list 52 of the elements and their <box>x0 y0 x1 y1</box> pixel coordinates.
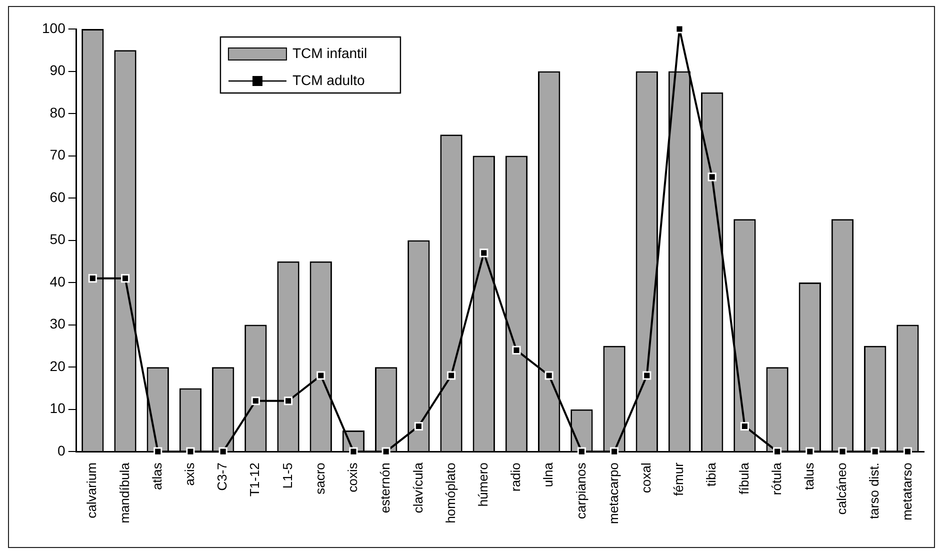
point <box>740 422 749 431</box>
x-tick-label: calvarium <box>84 462 100 518</box>
x-tick-label: fémur <box>671 462 686 496</box>
x-tick-label: húmero <box>475 462 490 507</box>
x-tick-label: calcáneo <box>834 462 850 515</box>
x-tick-label: sacro <box>312 462 328 494</box>
y-tick-label: 60 <box>50 188 66 205</box>
x-tick-label: tarso dist. <box>866 462 882 519</box>
point <box>251 396 260 406</box>
point <box>88 274 97 283</box>
x-tick-label: atlas <box>149 462 164 490</box>
y-tick-label: 70 <box>50 146 66 163</box>
point <box>708 172 716 182</box>
x-tick-label: mandíbula <box>116 462 132 524</box>
point <box>512 346 521 354</box>
y-tick-label: 20 <box>50 358 66 374</box>
point <box>284 396 293 406</box>
x-tick-label: T1-12 <box>247 462 262 497</box>
point <box>316 371 326 380</box>
point <box>642 371 652 380</box>
x-tick-label: radio <box>508 462 524 492</box>
x-tick-label: homóplato <box>442 462 458 524</box>
x-tick-label: esternón <box>378 462 393 514</box>
y-tick-label: 30 <box>50 316 66 332</box>
x-tick-label: fíbula <box>736 462 752 494</box>
x-tick-label: C3-7 <box>214 462 230 491</box>
point <box>480 248 488 258</box>
x-tick-label: L1-5 <box>280 462 295 489</box>
x-tick-label: metatarso <box>899 462 914 520</box>
legend-label: TCM adulto <box>292 72 366 88</box>
x-tick-label: clavícula <box>410 462 426 514</box>
point <box>544 371 554 380</box>
x-tick-label: metacarpo <box>606 462 621 524</box>
y-tick-label: 0 <box>58 442 66 458</box>
x-tick-label: rótula <box>768 462 784 496</box>
legend-label: TCM infantil <box>292 44 368 61</box>
x-tick-label: tibia <box>704 462 719 486</box>
y-tick-label: 100 <box>42 20 66 36</box>
x-tick-label: ulna <box>540 462 556 488</box>
x-tick-label: talus <box>801 462 816 490</box>
x-tick-label: coxis <box>345 462 360 492</box>
x-tick-label: axis <box>182 462 198 486</box>
point <box>446 371 456 380</box>
y-tick-label: 80 <box>50 104 66 120</box>
y-tick-label: 40 <box>50 273 66 290</box>
x-tick-label: carpianos <box>573 462 588 519</box>
point <box>120 274 130 283</box>
y-tick-label: 90 <box>50 62 66 78</box>
point <box>414 422 423 431</box>
y-tick-label: 10 <box>50 400 66 416</box>
x-tick-label: coxal <box>638 462 654 493</box>
y-tick-label: 50 <box>50 231 66 248</box>
